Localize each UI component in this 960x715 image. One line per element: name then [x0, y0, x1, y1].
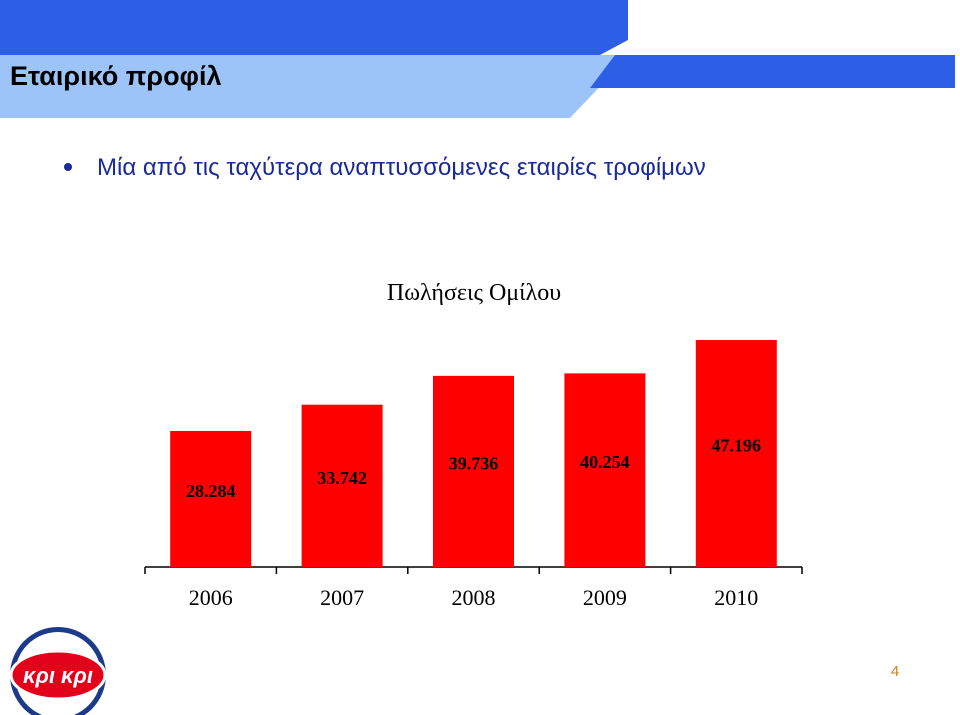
bar — [433, 375, 514, 567]
value-label: 40.254 — [580, 452, 630, 472]
x-tick-label: 2006 — [189, 585, 233, 610]
page-number: 4 — [891, 663, 899, 680]
bar — [170, 430, 252, 567]
bullet-text: Μία από τις ταχύτερα αναπτυσσόμενες εται… — [97, 154, 706, 181]
bar — [695, 339, 777, 567]
value-label: 28.284 — [186, 481, 236, 501]
bar — [564, 373, 646, 567]
bullet-dot — [64, 163, 72, 171]
logo-text: κρι κρι — [23, 663, 93, 688]
header-strip — [590, 55, 955, 88]
header-band-light — [0, 55, 630, 118]
chart-title: Πωλήσεις Ομίλου — [387, 280, 561, 306]
value-label: 47.196 — [712, 435, 762, 455]
logo: κρι κρι — [9, 627, 107, 715]
x-tick-label: 2010 — [714, 585, 758, 610]
value-label: 33.742 — [317, 468, 367, 488]
x-tick-label: 2009 — [583, 585, 627, 610]
bar — [301, 404, 383, 567]
logo-oval — [9, 649, 107, 701]
slide-title: Εταιρικό προφίλ — [10, 61, 221, 91]
x-tick-label: 2008 — [452, 585, 496, 610]
x-tick-label: 2007 — [320, 585, 364, 610]
value-label: 39.736 — [449, 453, 499, 473]
header-band — [0, 0, 628, 55]
